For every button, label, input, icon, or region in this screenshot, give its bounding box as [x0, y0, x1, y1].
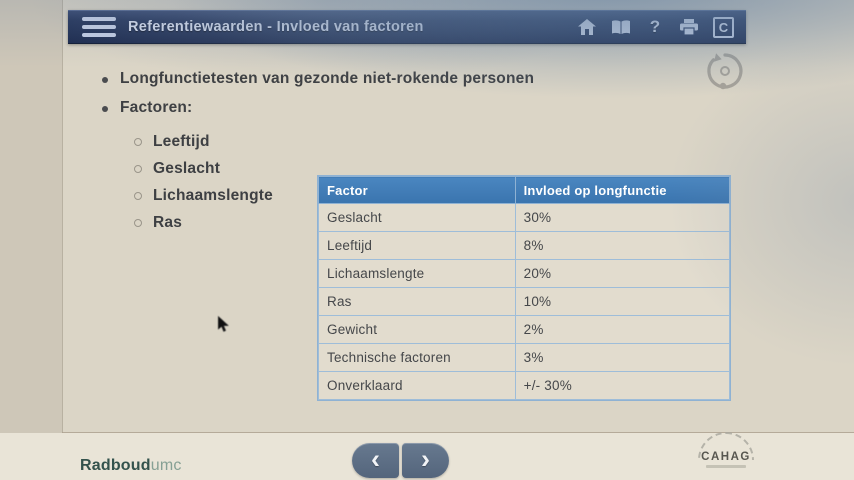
sub-bullet-text: Leeftijd — [153, 132, 210, 150]
sub-bullet-text: Lichaamslengte — [153, 186, 273, 204]
factor-table: Factor Invloed op longfunctie Geslacht 3… — [318, 176, 731, 400]
cahag-arc-graphic — [698, 432, 754, 460]
cahag-tagline-line — [706, 465, 746, 468]
slide-navigation: ‹ › — [352, 443, 449, 478]
bullet-text: Factoren: — [120, 99, 193, 116]
cell-factor: Onverklaard — [318, 371, 516, 400]
book-icon[interactable] — [611, 18, 631, 36]
cell-value: +/- 30% — [514, 371, 731, 400]
page-title: Referentiewaarden - Invloed van factoren — [128, 19, 424, 35]
table-row: Lichaamslengte 20% — [318, 259, 731, 288]
cell-factor: Lichaamslengte — [318, 259, 516, 288]
column-header-factor: Factor — [318, 176, 516, 204]
table-header-row: Factor Invloed op longfunctie — [318, 176, 731, 204]
cell-value: 2% — [514, 315, 731, 344]
cell-factor: Technische factoren — [318, 343, 516, 372]
cell-value: 3% — [514, 343, 731, 372]
contents-icon[interactable]: C — [713, 16, 734, 38]
cell-value: 8% — [514, 231, 731, 260]
replay-icon[interactable] — [704, 50, 746, 92]
table-row: Onverklaard +/- 30% — [318, 371, 731, 400]
cell-value: 30% — [514, 203, 731, 232]
screen-left-edge — [0, 0, 63, 480]
footer-bar: Radboudumc ‹ › CAHAG — [0, 432, 854, 480]
radboudumc-logo: Radboudumc — [80, 457, 182, 475]
table-row: Ras 10% — [318, 287, 731, 316]
sub-bullet-dot — [134, 164, 142, 173]
brand-primary: Radboud — [80, 457, 151, 474]
cell-value: 20% — [514, 259, 731, 288]
print-icon[interactable] — [679, 18, 699, 36]
help-icon[interactable]: ? — [649, 17, 661, 36]
sub-bullet-dot — [134, 191, 142, 200]
cahag-logo: CAHAG — [688, 432, 764, 468]
cell-factor: Ras — [318, 287, 516, 316]
previous-slide-button[interactable]: ‹ — [352, 443, 399, 478]
bullet-dot — [102, 77, 108, 83]
app-header-bar: Referentiewaarden - Invloed van factoren… — [68, 10, 746, 44]
cell-factor: Leeftijd — [318, 231, 516, 260]
table-row: Technische factoren 3% — [318, 343, 731, 372]
header-icon-group: ? C — [577, 16, 746, 38]
sub-bullet-text: Ras — [153, 213, 183, 231]
cell-factor: Geslacht — [318, 203, 516, 232]
sub-bullet-text: Geslacht — [153, 159, 221, 177]
table-row: Gewicht 2% — [318, 315, 731, 344]
menu-icon[interactable] — [82, 17, 116, 37]
chevron-right-icon: › — [421, 443, 430, 474]
mouse-cursor — [217, 315, 231, 339]
cell-factor: Gewicht — [318, 315, 516, 344]
brand-secondary: umc — [150, 457, 182, 474]
home-icon[interactable] — [577, 18, 597, 36]
cell-value: 10% — [514, 287, 731, 316]
table-row: Geslacht 30% — [318, 203, 731, 232]
bullet-item: Longfunctietesten van gezonde niet-roken… — [102, 70, 534, 88]
table-row: Leeftijd 8% — [318, 231, 731, 260]
next-slide-button[interactable]: › — [402, 443, 449, 478]
bullet-item: Factoren: — [102, 99, 534, 117]
sub-bullet-dot — [134, 137, 142, 146]
bullet-dot — [102, 106, 108, 112]
sub-bullet-dot — [134, 218, 142, 227]
sub-bullet-item: Leeftijd — [134, 128, 534, 155]
chevron-left-icon: ‹ — [371, 443, 380, 474]
column-header-invloed: Invloed op longfunctie — [514, 176, 731, 204]
bullet-text: Longfunctietesten van gezonde niet-roken… — [120, 70, 535, 87]
